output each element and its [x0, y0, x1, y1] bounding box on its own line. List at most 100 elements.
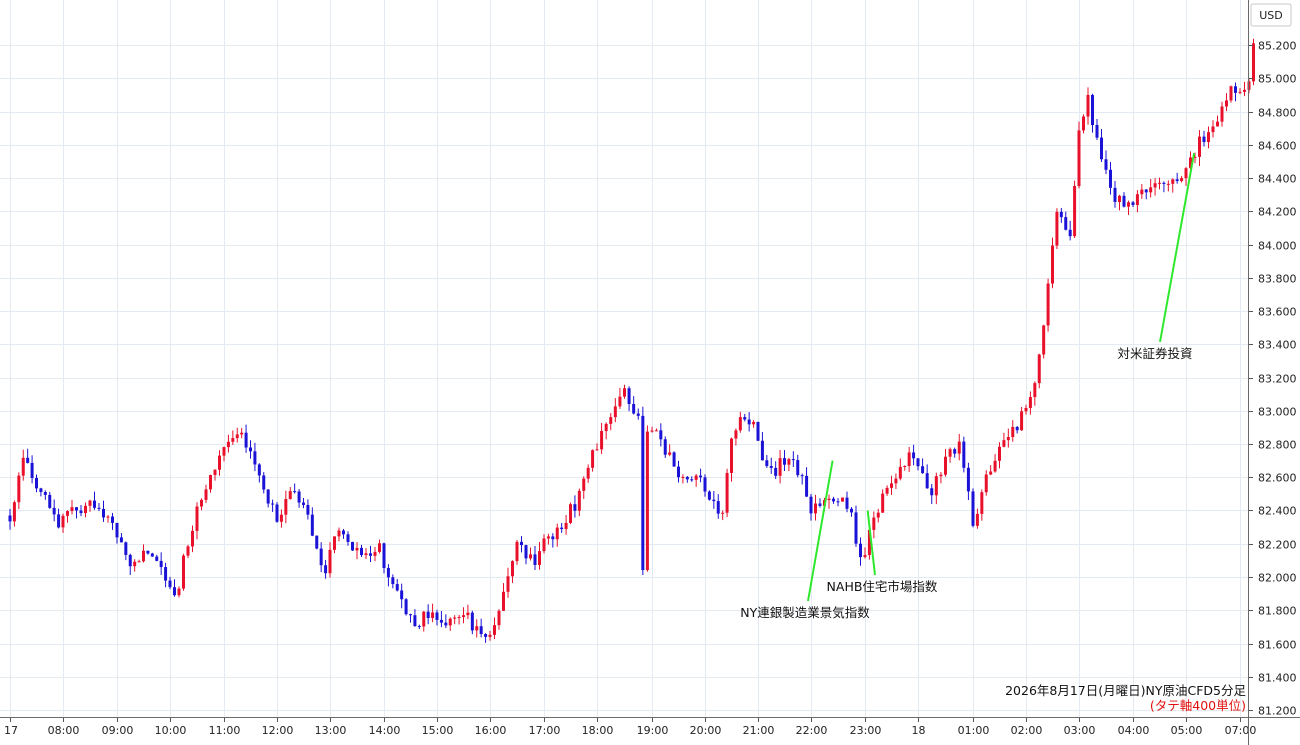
candle-body [1193, 156, 1197, 158]
candle-body [1046, 283, 1050, 326]
candle-body [1037, 354, 1041, 384]
candle [645, 425, 649, 572]
candle [1118, 194, 1121, 211]
candle [1225, 93, 1228, 112]
candle [57, 508, 61, 529]
candle-body [470, 612, 474, 631]
candle [186, 544, 190, 559]
candle-body [650, 430, 654, 432]
candle [1113, 180, 1117, 208]
candle [1037, 353, 1041, 389]
candle [778, 449, 782, 484]
candle-body [845, 497, 849, 509]
candle-body [355, 547, 359, 551]
candle-body [573, 504, 577, 511]
candle-body [912, 452, 916, 459]
candle-body [21, 457, 25, 476]
candle [841, 497, 844, 502]
candle [600, 422, 604, 455]
x-tick-label: 23:00 [850, 724, 882, 737]
candle-body [1042, 325, 1046, 355]
candle-body [293, 491, 297, 493]
candle [1015, 426, 1019, 434]
candle-body [39, 488, 43, 492]
x-tick-label: 21:00 [743, 724, 775, 737]
candle-body [971, 491, 975, 526]
candle [470, 610, 474, 635]
candle-body [75, 507, 78, 511]
candle [668, 444, 672, 457]
candle-body [827, 498, 831, 501]
candle-body [881, 493, 885, 513]
candle-body [310, 514, 314, 536]
candle-body [1095, 124, 1099, 138]
candle-body [426, 611, 430, 618]
candle [66, 510, 69, 523]
candle-body [989, 471, 993, 475]
candle-body [604, 423, 608, 432]
candle [333, 536, 336, 554]
candle [998, 442, 1001, 469]
candle [1193, 152, 1197, 164]
candle-body [743, 417, 747, 420]
candle [426, 604, 430, 625]
candle-body [328, 549, 332, 574]
candle-body [1073, 186, 1077, 237]
candle [146, 550, 150, 555]
candle-body [502, 591, 505, 611]
candle-body [417, 626, 421, 628]
candle-body [1068, 229, 1072, 237]
candle [1202, 130, 1206, 147]
candle-body [577, 490, 581, 511]
candle-body [641, 415, 645, 571]
candle-body [222, 447, 226, 456]
candle [734, 428, 738, 446]
candle [1100, 128, 1103, 162]
annotation-label: NY連銀製造業景気指数 [740, 605, 870, 620]
y-tick-label: 83.800 [1258, 273, 1297, 286]
candle-body [685, 476, 689, 480]
candle-body [386, 568, 390, 578]
candle-body [721, 512, 725, 514]
candle [953, 447, 957, 458]
candle-body [1234, 86, 1237, 93]
x-tick-label: 22:00 [796, 724, 828, 737]
chart-caption: 2026年8月17日(月曜日)NY原油CFD5分足 [1005, 683, 1246, 698]
candle [195, 502, 199, 540]
candle [1042, 324, 1046, 359]
candle-body [659, 430, 663, 440]
candle [231, 430, 235, 445]
candle [881, 489, 885, 514]
candle-body [712, 499, 716, 502]
candle [413, 609, 417, 627]
candle [760, 432, 764, 461]
x-tick-label: 13:00 [315, 724, 347, 737]
candle [173, 579, 176, 597]
candle-body [841, 497, 844, 502]
candle [382, 542, 386, 574]
candle [663, 436, 667, 458]
candle-body [97, 507, 101, 509]
candle [529, 547, 532, 561]
candle [257, 463, 261, 483]
candle-body [805, 475, 809, 497]
y-tick-label: 85.000 [1258, 73, 1297, 86]
candle-body [569, 504, 572, 523]
candle [435, 609, 439, 626]
candle [328, 542, 332, 578]
candle-body [832, 498, 835, 502]
candle [39, 487, 43, 497]
candle-body [315, 535, 319, 549]
y-tick-label: 84.600 [1258, 140, 1297, 153]
candle [284, 490, 288, 524]
candle [204, 484, 208, 503]
candle [694, 473, 698, 487]
candle [533, 546, 537, 570]
candle [1238, 88, 1242, 95]
candle-body [79, 510, 83, 514]
candle-body [284, 499, 288, 515]
candles [8, 38, 1255, 643]
candle-body [35, 477, 38, 489]
candle-body [173, 587, 176, 596]
